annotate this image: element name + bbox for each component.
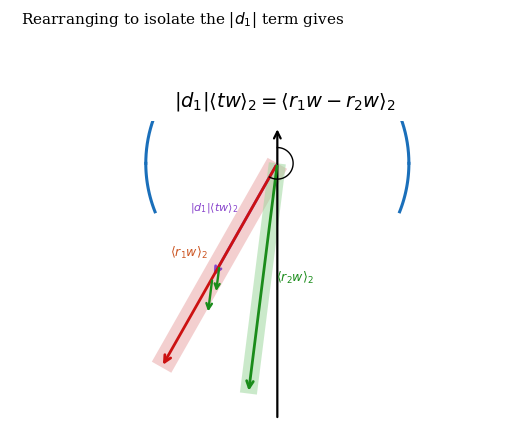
Text: Rearranging to isolate the $|d_1|$ term gives: Rearranging to isolate the $|d_1|$ term … (21, 10, 344, 30)
Polygon shape (240, 162, 286, 394)
Text: $\langle r_1 w\rangle_2$: $\langle r_1 w\rangle_2$ (170, 245, 208, 262)
Text: $|d_1|\langle tw\rangle_2 = \langle r_1 w - r_2 w\rangle_2$: $|d_1|\langle tw\rangle_2 = \langle r_1 … (174, 90, 396, 113)
Polygon shape (152, 158, 287, 373)
Text: $|d_1|\langle tw\rangle_2$: $|d_1|\langle tw\rangle_2$ (191, 201, 239, 215)
Text: $\langle r_2 w\rangle_2$: $\langle r_2 w\rangle_2$ (276, 270, 314, 286)
